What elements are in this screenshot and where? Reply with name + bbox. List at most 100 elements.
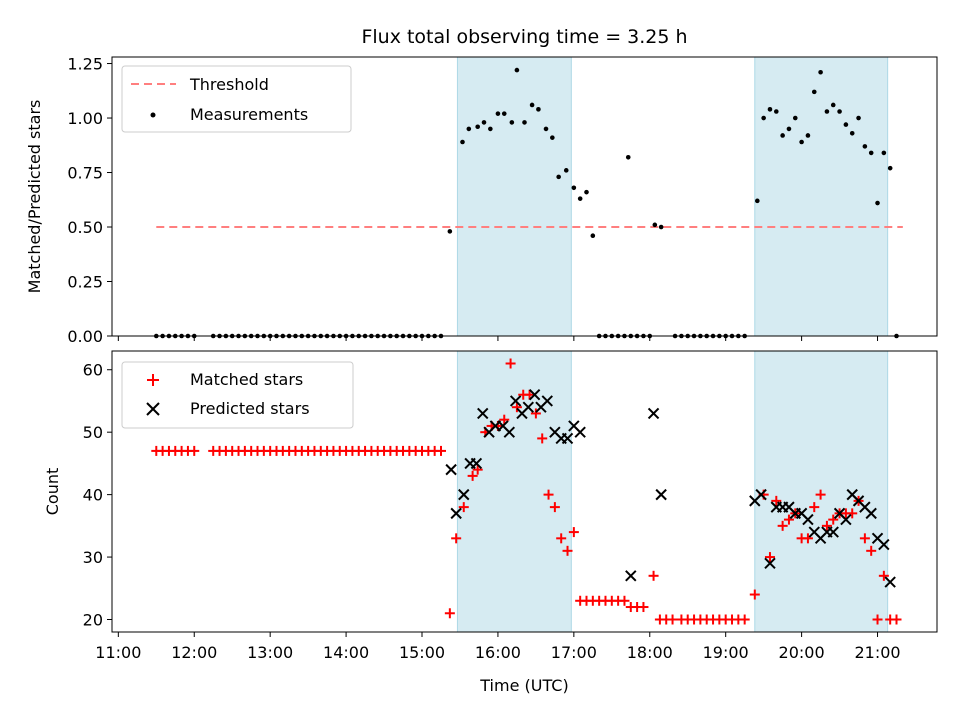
x-tick-label: 18:00 [627, 643, 673, 662]
predicted-stars-point [764, 557, 776, 570]
predicted-stars-point [647, 407, 660, 420]
x-axis-label: Time (UTC) [479, 676, 568, 695]
predicted-stars-point [445, 463, 457, 476]
measurement-point [755, 198, 760, 204]
predicted-stars-point [561, 432, 574, 445]
x-tick-label: 12:00 [171, 643, 217, 662]
matched-stars-point [524, 389, 535, 400]
matched-stars-point [872, 614, 883, 625]
measurement-point [466, 126, 472, 132]
predicted-stars-point [450, 507, 462, 520]
matched-stars-point [549, 502, 560, 513]
y-axis-label: Count [43, 468, 62, 516]
matched-stars-point [783, 514, 794, 525]
measurement-point [830, 102, 836, 108]
predicted-stars-point [827, 526, 839, 538]
matched-stars-point [828, 514, 839, 525]
matched-stars-point [809, 502, 820, 513]
matched-stars-point [568, 527, 579, 538]
matched-stars-point [866, 545, 877, 556]
measurement-point [625, 154, 631, 160]
measurement-point [767, 107, 773, 112]
predicted-stars-point [884, 576, 896, 588]
predicted-stars-point [865, 507, 877, 520]
predicted-stars-point [878, 538, 890, 551]
chart-title: Flux total observing time = 3.25 h [361, 26, 687, 48]
matched-stars-point [749, 589, 760, 600]
predicted-stars-point [522, 401, 535, 413]
measurement-point [849, 130, 855, 136]
measurement-point [881, 150, 887, 156]
x-tick-label: 15:00 [399, 643, 445, 662]
x-tick-label: 13:00 [247, 643, 293, 662]
legend-label-matched: Matched stars [190, 370, 303, 389]
measurement-point [652, 222, 658, 228]
matched-stars-point [859, 533, 870, 544]
matched-stars-point [189, 445, 200, 456]
predicted-stars-point [477, 407, 489, 420]
x-ticks [117, 336, 879, 341]
measurement-point [843, 122, 849, 127]
predicted-stars-point [503, 426, 516, 438]
matched-stars-point [505, 358, 516, 369]
measurement-point [799, 139, 804, 145]
legend-box [121, 361, 354, 429]
predicted-stars-point [840, 513, 852, 526]
measurement-point [509, 120, 515, 125]
matched-legend-swatch [147, 374, 159, 386]
measurement-point [590, 233, 596, 239]
predicted-stars-point [528, 389, 541, 401]
measurement-point [805, 133, 811, 138]
observing-window [456, 350, 572, 633]
observing-window [456, 56, 572, 337]
measurement-point [460, 139, 465, 145]
measurement-point [584, 189, 589, 195]
measurement-point [875, 200, 880, 206]
legend: Matched stars Predicted stars [121, 361, 354, 429]
matched-stars-point [667, 614, 678, 625]
x-tick-label: 17:00 [551, 643, 597, 662]
predicted-stars-point [458, 488, 470, 501]
measurement-point [556, 174, 561, 180]
measurement-point [571, 185, 577, 191]
legend-label-measurements: Measurements [190, 105, 308, 124]
matched-stars-point [821, 520, 832, 531]
predicted-stars-point [541, 395, 553, 407]
matched-stars-point [739, 614, 750, 625]
axes-frame [111, 56, 938, 337]
measurement-point [780, 133, 785, 138]
matched-stars-point [451, 533, 462, 544]
y-tick-label: 40 [83, 486, 103, 505]
y-tick-label: 0.00 [67, 327, 103, 346]
shaded-intervals [456, 56, 889, 337]
predicted-stars-point [625, 570, 637, 582]
legend-label-predicted: Predicted stars [190, 399, 310, 418]
x-tick-label: 11:00 [95, 643, 141, 662]
measurement-point [811, 89, 817, 95]
y-tick-label: 30 [83, 548, 103, 567]
measurement-point [481, 120, 487, 125]
predicted-stars-point [802, 513, 814, 526]
measurement-point [761, 115, 766, 121]
measurement-point [818, 69, 823, 75]
predicted-stars-point [574, 426, 586, 438]
measurement-point [658, 224, 664, 230]
matched-stars-point [764, 552, 775, 563]
measurement-point [837, 109, 842, 114]
measurement-point [862, 144, 868, 149]
matched-stars-point [619, 595, 630, 606]
y-tick-label: 0.75 [67, 164, 103, 183]
measurement-point [488, 126, 493, 132]
matched-stars-point [891, 614, 902, 625]
predicted-legend-swatch [146, 402, 160, 416]
measurement-point [824, 109, 830, 114]
measurement-point [514, 67, 520, 73]
x-tick-label: 16:00 [475, 643, 521, 662]
matched-stars-point [537, 433, 548, 444]
predicted-stars-point [655, 488, 667, 501]
matched-stars-point [562, 545, 573, 556]
measurement-point [522, 120, 527, 125]
measurements-legend-swatch [150, 112, 156, 118]
matched-stars-point [556, 533, 567, 544]
matched-stars-point [458, 502, 469, 513]
